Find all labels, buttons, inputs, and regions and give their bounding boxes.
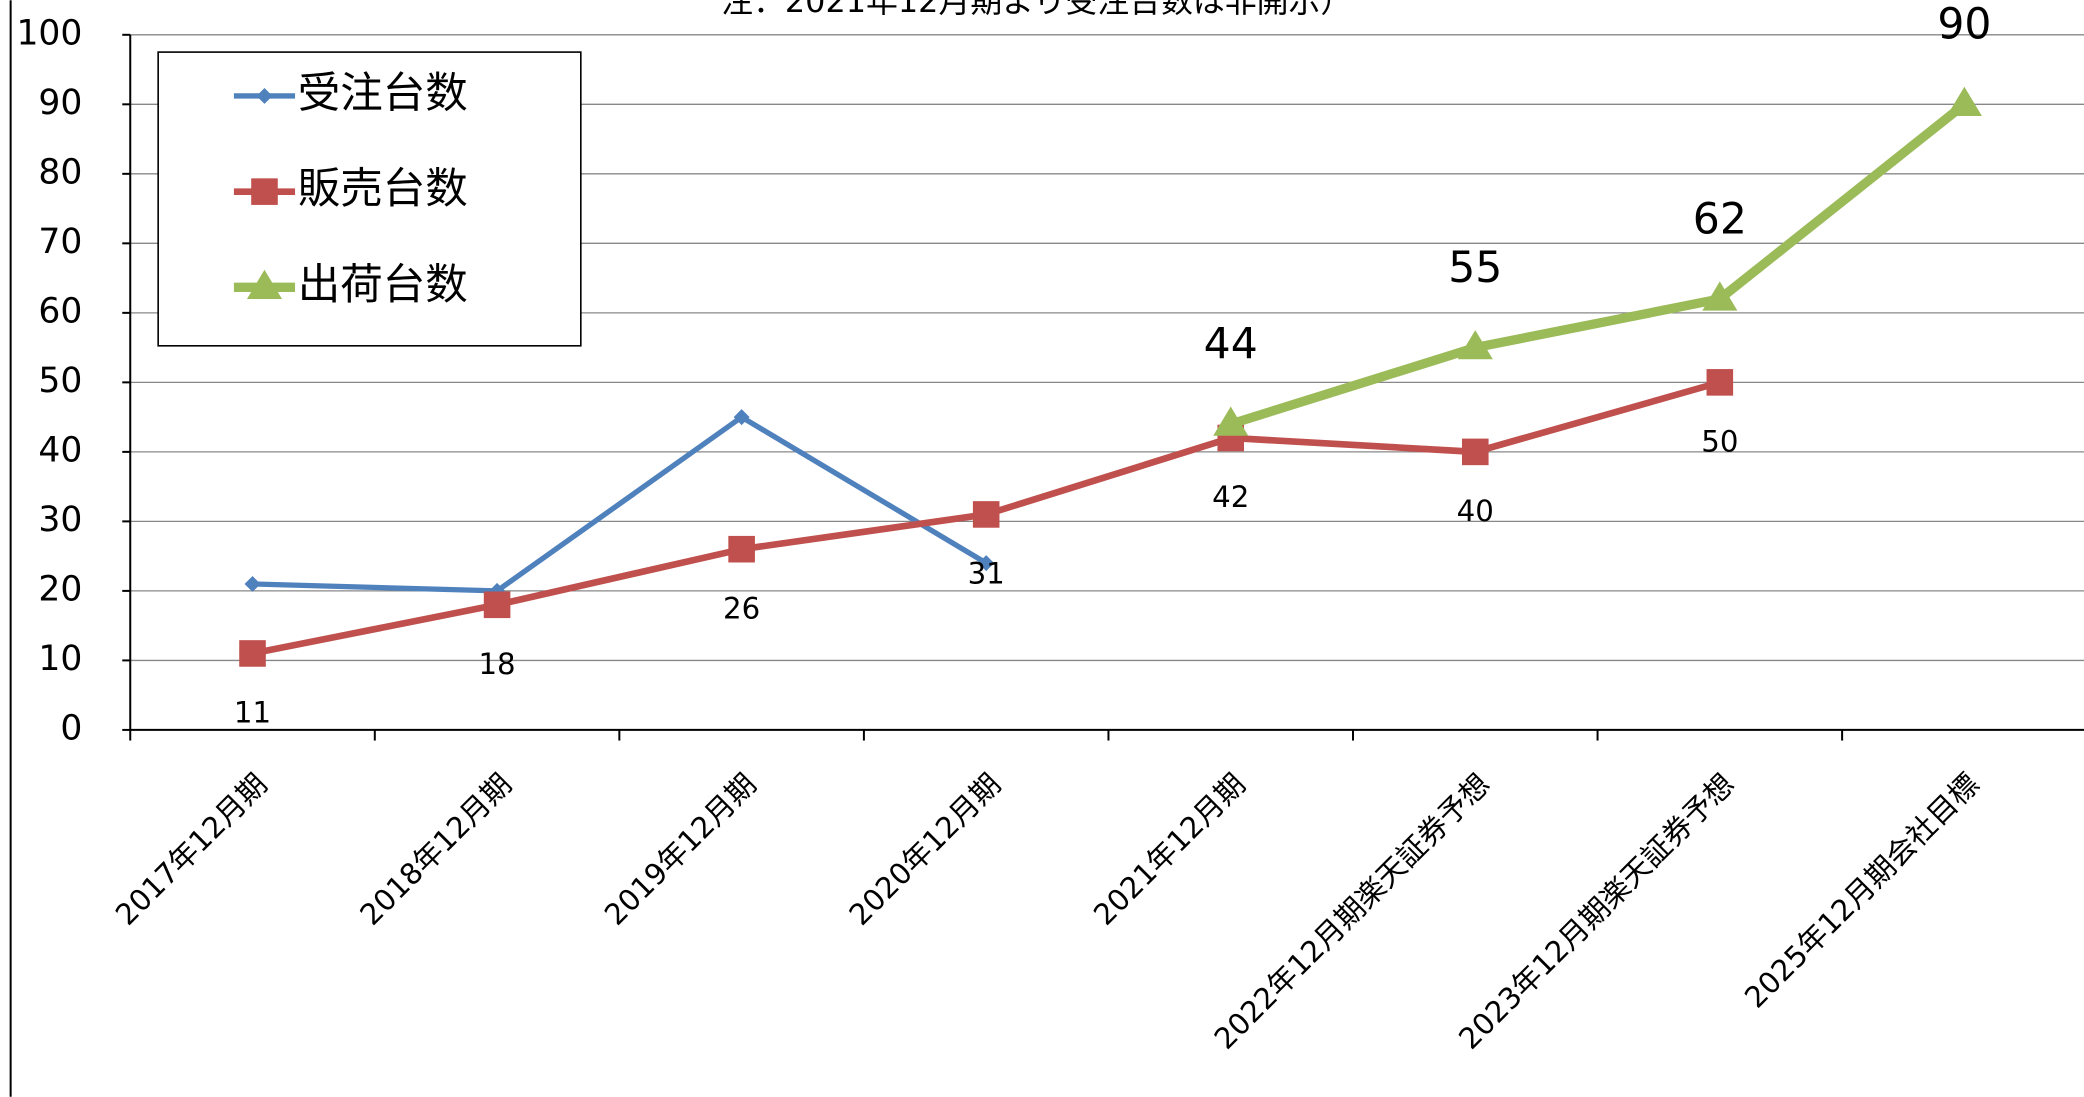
x-tick-label: 2017年12月期 (109, 767, 274, 932)
y-tick-label: 0 (60, 708, 82, 748)
data-label: 26 (723, 591, 760, 625)
legend-marker (246, 269, 283, 300)
y-tick-label: 50 (38, 361, 82, 401)
data-label: 90 (1937, 1, 1991, 50)
data-point (1946, 86, 1982, 117)
legend-label: 販売台数 (298, 165, 468, 214)
data-label: 40 (1457, 494, 1494, 528)
data-point (244, 575, 261, 592)
data-label: 18 (478, 647, 515, 681)
x-tick-label: 2025年12月期会社目標 (1738, 767, 1986, 1015)
data-point (978, 555, 995, 572)
series-line (252, 414, 988, 594)
data-label: 50 (1701, 425, 1738, 459)
y-tick-label: 90 (38, 83, 82, 123)
data-point (733, 409, 750, 426)
legend-label: 受注台数 (298, 69, 468, 118)
annotation: 注：2021年12月期より受注台数は非開示） (721, 0, 1352, 20)
y-tick-label: 80 (38, 152, 82, 192)
x-tick-label: 2020年12月期 (843, 767, 1008, 932)
data-point (728, 535, 755, 563)
y-tick-label: 30 (38, 500, 82, 540)
y-tick-label: 70 (38, 222, 82, 262)
x-tick-label: 2022年12月期楽天証券予想 (1208, 767, 1497, 1056)
y-tick-label: 100 (16, 13, 82, 53)
y-tick-label: 60 (38, 291, 82, 331)
data-point (1702, 281, 1738, 311)
data-label: 44 (1204, 320, 1258, 369)
data-point (1706, 369, 1734, 396)
y-tick-label: 10 (38, 639, 82, 679)
data-point (1457, 330, 1493, 360)
x-tick-label: 2019年12月期 (598, 767, 763, 932)
data-label: 11 (234, 696, 271, 730)
legend-marker (251, 178, 278, 205)
series-line (1229, 100, 1968, 429)
data-label: 55 (1448, 244, 1502, 293)
data-point (972, 501, 1000, 528)
data-point (1213, 406, 1249, 436)
y-tick-label: 20 (38, 569, 82, 609)
data-label: 62 (1693, 195, 1747, 244)
legend-label: 出荷台数 (298, 261, 468, 310)
data-point (483, 591, 511, 619)
data-label: 42 (1212, 480, 1249, 514)
data-label: 31 (968, 557, 1005, 591)
x-tick-label: 2021年12月期 (1087, 767, 1252, 932)
x-tick-label: 2018年12月期 (353, 767, 518, 932)
legend-box (157, 51, 582, 347)
data-point (239, 640, 266, 667)
x-tick-label: 2023年12月期楽天証券予想 (1452, 767, 1741, 1056)
y-tick-label: 40 (38, 430, 82, 470)
legend-marker (256, 87, 273, 104)
data-point (1461, 438, 1489, 466)
